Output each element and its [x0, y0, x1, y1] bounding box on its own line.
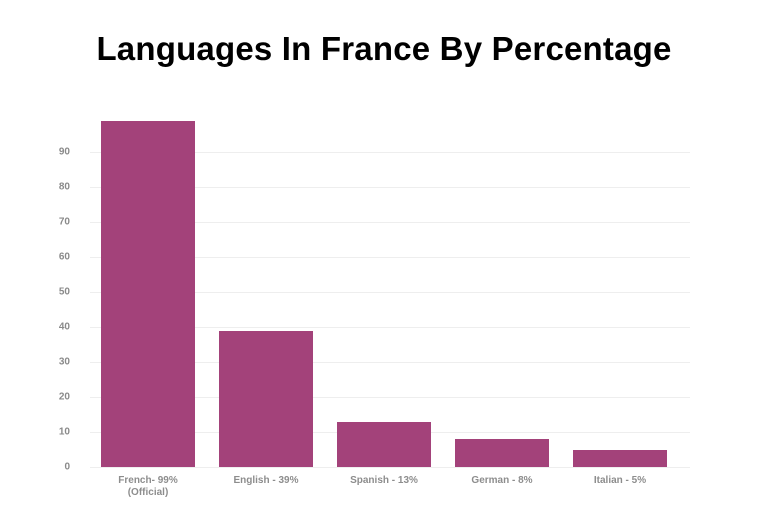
y-tick-label: 50 [58, 286, 70, 298]
bar-french [101, 120, 195, 467]
gridline-80 [90, 187, 690, 188]
y-tick-label: 40 [58, 321, 70, 333]
x-label-italian: Italian - 5% [555, 475, 685, 487]
x-label-french: French- 99% (Official) [83, 475, 213, 499]
x-label-line: German - 8% [471, 475, 533, 486]
chart-title: Languages In France By Percentage [96, 30, 672, 67]
x-label-german: German - 8% [437, 475, 567, 487]
gridline-40 [90, 327, 690, 328]
y-tick-label: 0 [64, 461, 70, 473]
y-tick-label: 20 [58, 391, 70, 403]
y-tick-label: 90 [58, 146, 70, 158]
bar-spanish [337, 421, 431, 467]
y-tick-label: 70 [58, 216, 70, 228]
gridline-70 [90, 222, 690, 223]
x-label-line: French- 99% [118, 475, 178, 486]
gridline-30 [90, 362, 690, 363]
gridline-0 [90, 467, 690, 468]
y-tick-label: 60 [58, 251, 70, 263]
gridline-50 [90, 292, 690, 293]
gridline-20 [90, 397, 690, 398]
bar-english [219, 330, 313, 467]
gridline-60 [90, 257, 690, 258]
y-tick-label: 10 [58, 426, 70, 438]
bar-italian [573, 449, 667, 467]
y-tick-label: 80 [58, 181, 70, 193]
x-label-english: English - 39% [201, 475, 331, 487]
x-label-line: (Official) [127, 487, 169, 498]
y-tick-label: 30 [58, 356, 70, 368]
x-label-spanish: Spanish - 13% [319, 475, 449, 487]
x-label-line: Spanish - 13% [350, 475, 418, 486]
x-label-line: Italian - 5% [593, 475, 647, 486]
x-label-line: English - 39% [233, 475, 299, 486]
bar-german [455, 439, 549, 467]
gridline-90 [90, 152, 690, 153]
